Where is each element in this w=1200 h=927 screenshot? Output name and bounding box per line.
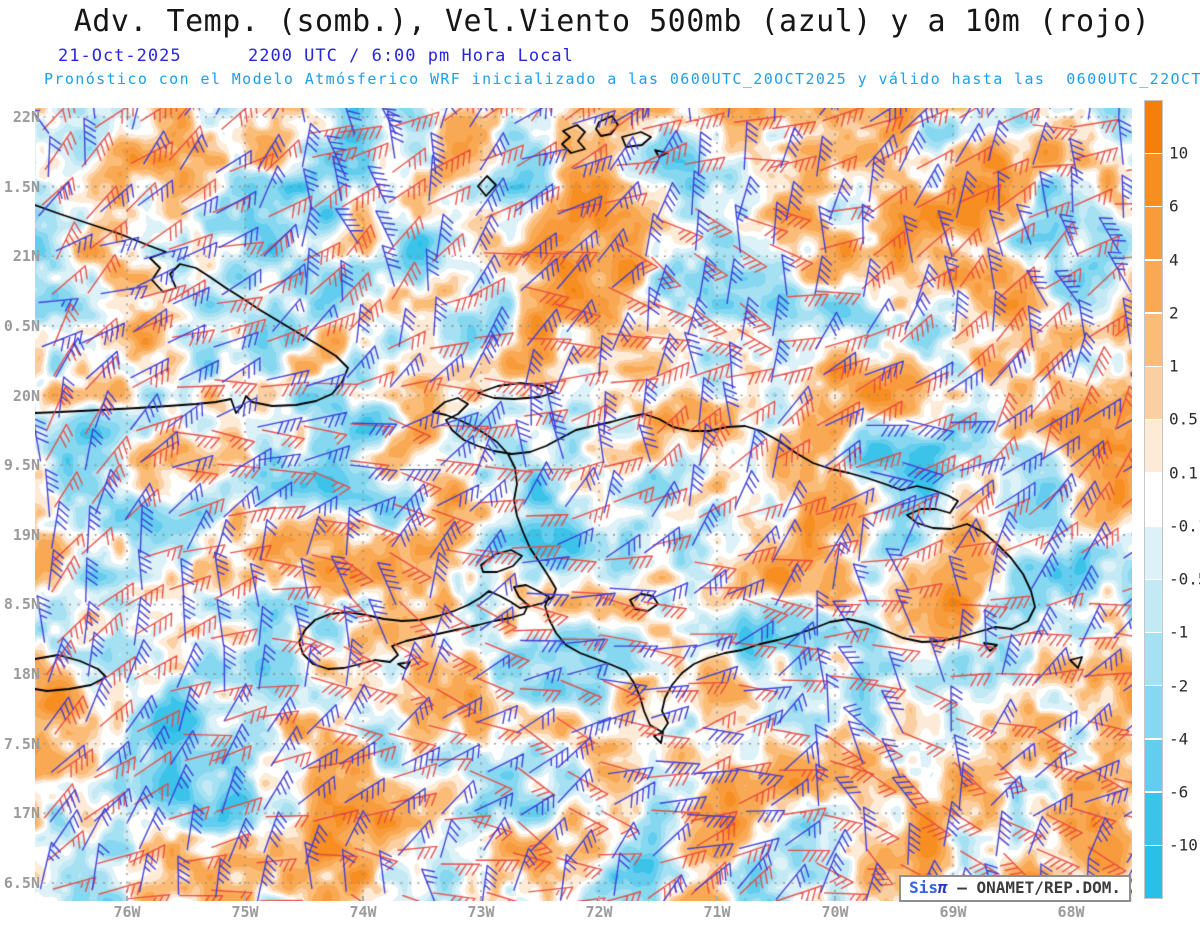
lat-label: 0.5N — [3, 316, 40, 335]
watermark-pi-symbol: π — [937, 878, 948, 897]
advection-colorbar — [1144, 100, 1163, 899]
date-label: 21-Oct-2025 — [58, 46, 182, 66]
colorbar-segment — [1145, 207, 1162, 260]
colorbar-segment — [1145, 101, 1162, 153]
colorbar-tick-label: -4 — [1169, 729, 1189, 749]
watermark-brand: Sis — [909, 878, 938, 897]
colorbar-segment — [1145, 633, 1162, 685]
lat-label: 9.5N — [3, 456, 40, 475]
lat-label: 21N — [12, 247, 40, 266]
watermark-org: – ONAMET/REP.DOM. — [947, 878, 1121, 897]
colorbar-tick-label: -6 — [1169, 782, 1189, 802]
colorbar-tick-label: -0.1 — [1169, 516, 1200, 536]
lon-label: 69W — [939, 903, 967, 921]
lon-label: 75W — [231, 903, 259, 921]
lon-label: 70W — [821, 903, 849, 921]
colorbar-tick-label: -0.5 — [1169, 569, 1200, 589]
advection-wind-map-canvas — [35, 108, 1132, 901]
lon-tick — [480, 896, 482, 901]
lon-tick — [834, 896, 836, 901]
lon-label: 72W — [585, 903, 613, 921]
colorbar-segment — [1145, 260, 1162, 313]
colorbar-tick-label: -2 — [1169, 676, 1189, 696]
time-label: 2200 UTC / 6:00 pm Hora Local — [248, 46, 574, 66]
watermark: Sisπ – ONAMET/REP.DOM. — [899, 875, 1131, 902]
colorbar-segment — [1145, 792, 1162, 845]
colorbar-tick-label: 6 — [1169, 196, 1179, 216]
lon-label: 76W — [113, 903, 141, 921]
lat-label: 20N — [12, 386, 40, 405]
colorbar-tick-label: -10 — [1169, 835, 1198, 855]
lat-label: 18N — [12, 665, 40, 684]
colorbar-tick-label: 2 — [1169, 303, 1179, 323]
lat-label: 17N — [12, 804, 40, 823]
lon-tick — [244, 896, 246, 901]
colorbar-segment — [1145, 473, 1162, 526]
forecast-note: Pronóstico con el Modelo Atmósferico WRF… — [44, 70, 1200, 88]
lon-label: 68W — [1057, 903, 1085, 921]
lat-label: 6.5N — [3, 874, 40, 893]
lat-label: 19N — [12, 525, 40, 544]
colorbar-segment — [1145, 686, 1162, 739]
colorbar-tick-label: -1 — [1169, 622, 1189, 642]
lat-label: 22N — [12, 108, 40, 126]
lat-label: 7.5N — [3, 734, 40, 753]
page-title: Adv. Temp. (somb.), Vel.Viento 500mb (az… — [73, 4, 1151, 39]
lon-tick — [126, 896, 128, 901]
colorbar-tick-label: 0.1 — [1169, 463, 1198, 483]
colorbar-tick-label: 10 — [1169, 143, 1189, 163]
lon-tick — [362, 896, 364, 901]
colorbar-segment — [1145, 526, 1162, 579]
colorbar-segment — [1145, 846, 1162, 898]
colorbar-segment — [1145, 579, 1162, 632]
colorbar-segment — [1145, 313, 1162, 366]
colorbar-segment — [1145, 420, 1162, 473]
colorbar-segment — [1145, 154, 1162, 207]
colorbar-segment — [1145, 367, 1162, 419]
lon-tick — [716, 896, 718, 901]
lat-label: 1.5N — [3, 177, 40, 196]
lon-label: 73W — [467, 903, 495, 921]
colorbar-tick-label: 0.5 — [1169, 409, 1198, 429]
lat-label: 8.5N — [3, 595, 40, 614]
lon-tick — [598, 896, 600, 901]
colorbar-tick-label: 4 — [1169, 250, 1179, 270]
lon-label: 71W — [703, 903, 731, 921]
colorbar-tick-label: 1 — [1169, 356, 1179, 376]
lon-label: 74W — [349, 903, 377, 921]
colorbar-segment — [1145, 739, 1162, 792]
